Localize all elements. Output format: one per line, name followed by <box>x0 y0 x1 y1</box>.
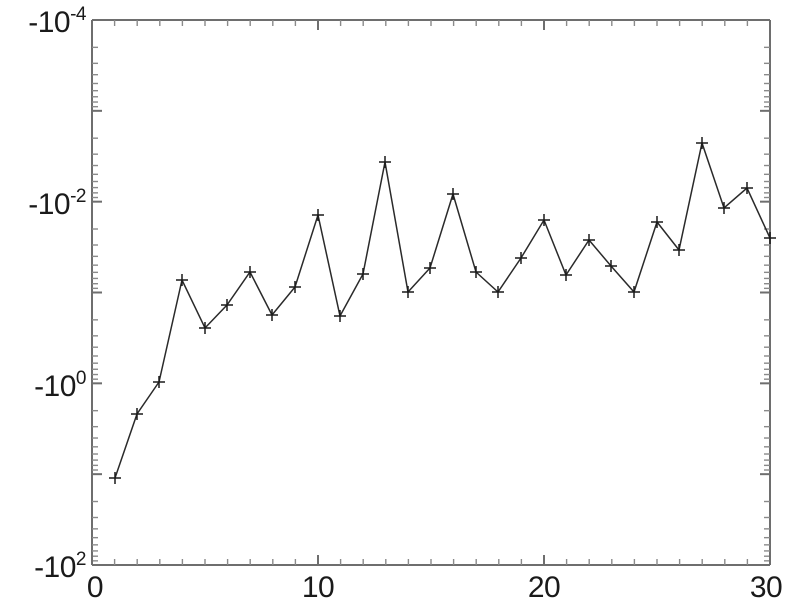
data-point-marker <box>583 234 595 246</box>
data-point-marker <box>266 309 278 321</box>
data-point-marker <box>424 262 436 274</box>
x-axis-ticks-bottom <box>91 555 771 565</box>
y-axis-ticks-left <box>92 19 102 566</box>
data-point-marker <box>131 408 143 420</box>
data-point-marker <box>176 274 188 286</box>
data-point-marker <box>605 260 617 272</box>
data-point-marker <box>357 268 369 280</box>
data-point-marker <box>334 310 346 322</box>
data-point-marker <box>402 286 414 298</box>
data-point-marker <box>492 286 504 298</box>
data-point-marker <box>289 281 301 293</box>
y-axis-ticks-right <box>760 19 770 566</box>
data-point-marker <box>153 376 165 388</box>
x-axis-ticks-top <box>91 20 771 30</box>
x-tick-label-1: 10 <box>302 571 334 600</box>
data-point-marker <box>741 182 753 194</box>
y-tick-label-2: -100 <box>34 368 86 403</box>
data-point-marker <box>221 299 233 311</box>
y-tick-label-3: -102 <box>34 549 86 584</box>
data-point-marker <box>515 252 527 264</box>
data-point-marker <box>109 472 121 484</box>
data-point-marker <box>696 137 708 149</box>
data-point-marker <box>379 156 391 168</box>
data-point-marker <box>560 269 572 281</box>
plot-frame <box>91 19 771 566</box>
data-point-marker <box>628 286 640 298</box>
x-tick-label-0: 0 <box>87 571 103 600</box>
series-line <box>114 140 771 479</box>
data-point-marker <box>470 266 482 278</box>
data-point-marker <box>312 209 324 221</box>
series-markers <box>109 137 776 484</box>
data-point-marker <box>718 202 730 214</box>
y-tick-label-0: -10-4 <box>28 4 87 39</box>
x-axis-tick-labels: 0 10 20 30 <box>87 571 783 600</box>
x-tick-label-2: 20 <box>528 571 560 600</box>
x-tick-label-3: 30 <box>750 571 782 600</box>
data-point-marker <box>199 322 211 334</box>
data-point-marker <box>538 214 550 226</box>
data-point-marker <box>447 188 459 200</box>
data-series <box>109 137 776 484</box>
data-point-marker <box>673 244 685 256</box>
data-point-marker <box>651 216 663 228</box>
data-point-marker <box>764 232 776 244</box>
data-point-marker <box>244 266 256 278</box>
y-tick-label-1: -10-2 <box>28 186 86 221</box>
y-axis-tick-labels: -10-4 -10-2 -100 -102 <box>28 4 87 584</box>
